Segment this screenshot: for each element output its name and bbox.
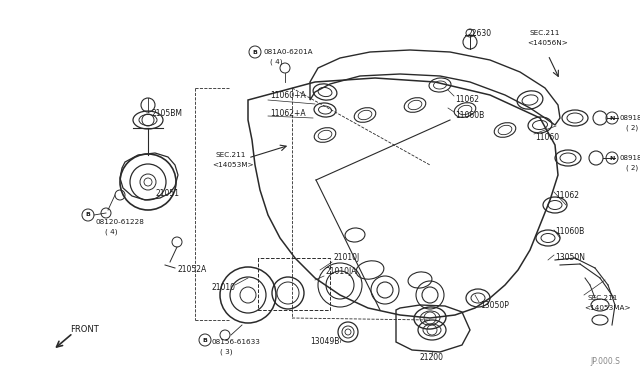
Text: JP.000.S: JP.000.S: [590, 357, 620, 366]
Text: ( 3): ( 3): [220, 349, 232, 355]
Text: 08918-3081A: 08918-3081A: [620, 115, 640, 121]
Text: 11060B: 11060B: [555, 228, 584, 237]
Text: 21010J: 21010J: [333, 253, 359, 263]
Text: 11062: 11062: [455, 96, 479, 105]
Text: N: N: [609, 115, 614, 121]
Text: N: N: [609, 155, 614, 160]
Text: 21010: 21010: [212, 283, 236, 292]
Text: B: B: [203, 337, 207, 343]
Text: 11062: 11062: [555, 190, 579, 199]
Text: ( 2): ( 2): [626, 165, 638, 171]
Text: <14056N>: <14056N>: [527, 40, 568, 46]
Text: 08120-61228: 08120-61228: [96, 219, 145, 225]
Text: FRONT: FRONT: [70, 326, 99, 334]
Text: SEC.211: SEC.211: [588, 295, 618, 301]
Text: ( 4): ( 4): [105, 229, 118, 235]
Text: 11062+A: 11062+A: [270, 109, 306, 118]
Text: 22630: 22630: [468, 29, 492, 38]
Text: 11060B: 11060B: [455, 110, 484, 119]
Text: SEC.211: SEC.211: [216, 152, 246, 158]
Text: 11060: 11060: [535, 134, 559, 142]
Text: 2105BM: 2105BM: [152, 109, 183, 118]
Text: 13049B: 13049B: [310, 337, 339, 346]
Text: SEC.211: SEC.211: [530, 30, 561, 36]
Text: 11060+A: 11060+A: [270, 92, 306, 100]
Text: 13050P: 13050P: [480, 301, 509, 310]
Text: ( 2): ( 2): [626, 125, 638, 131]
Text: B: B: [253, 49, 257, 55]
Text: 13050N: 13050N: [555, 253, 585, 263]
Text: <14053M>: <14053M>: [212, 162, 253, 168]
Text: <14053MA>: <14053MA>: [584, 305, 630, 311]
Text: 21010JA: 21010JA: [325, 267, 356, 276]
Text: 21052A: 21052A: [178, 266, 207, 275]
Text: ( 4): ( 4): [270, 59, 282, 65]
Text: 08918-3081A: 08918-3081A: [620, 155, 640, 161]
Text: 21200: 21200: [420, 353, 444, 362]
Text: B: B: [86, 212, 90, 218]
Text: 081A0-6201A: 081A0-6201A: [263, 49, 312, 55]
Text: 21051: 21051: [155, 189, 179, 199]
Text: 08156-61633: 08156-61633: [212, 339, 261, 345]
